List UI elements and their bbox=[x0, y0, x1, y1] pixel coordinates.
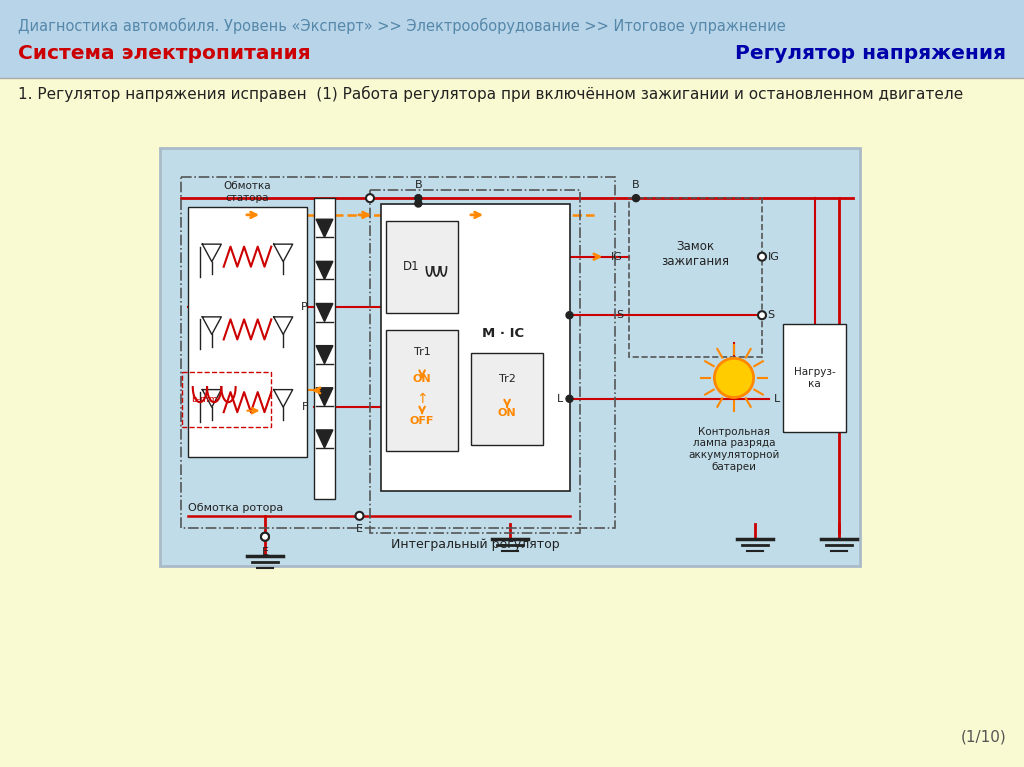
Text: M · IC: M · IC bbox=[482, 327, 524, 340]
Text: IG: IG bbox=[768, 252, 780, 262]
Bar bbox=[182, 372, 271, 427]
Polygon shape bbox=[316, 219, 333, 237]
Bar bbox=[386, 331, 458, 451]
Circle shape bbox=[566, 395, 573, 403]
Text: Нагруз-
ка: Нагруз- ка bbox=[794, 367, 836, 389]
Text: B: B bbox=[415, 180, 422, 190]
Text: (1/10): (1/10) bbox=[961, 730, 1006, 745]
Text: Интегральный регулятор: Интегральный регулятор bbox=[391, 538, 559, 551]
Text: ON: ON bbox=[498, 408, 516, 418]
Polygon shape bbox=[316, 304, 333, 321]
Text: ON: ON bbox=[413, 374, 431, 384]
Text: 1. Регулятор напряжения исправен  (1) Работа регулятора при включённом зажигании: 1. Регулятор напряжения исправен (1) Раб… bbox=[18, 86, 964, 102]
Bar bbox=[386, 221, 458, 313]
Text: P: P bbox=[301, 302, 308, 312]
Text: b-mm: b-mm bbox=[191, 395, 218, 404]
Circle shape bbox=[633, 195, 639, 201]
Circle shape bbox=[261, 533, 269, 541]
Text: B: B bbox=[632, 180, 640, 190]
Text: Обмотка ротора: Обмотка ротора bbox=[188, 503, 284, 513]
Bar bbox=[188, 206, 307, 457]
Circle shape bbox=[758, 252, 766, 261]
Text: S: S bbox=[767, 310, 774, 320]
Circle shape bbox=[715, 358, 754, 397]
Circle shape bbox=[416, 195, 421, 201]
Text: Контрольная
лампа разряда
аккумуляторной
батареи: Контрольная лампа разряда аккумуляторной… bbox=[688, 427, 779, 472]
Text: L: L bbox=[774, 393, 780, 403]
Polygon shape bbox=[316, 388, 333, 406]
Text: Tr1: Tr1 bbox=[414, 347, 430, 357]
Polygon shape bbox=[316, 262, 333, 279]
Bar bbox=[160, 148, 860, 566]
Circle shape bbox=[355, 512, 364, 520]
Text: S: S bbox=[615, 310, 623, 320]
Text: IG: IG bbox=[611, 252, 623, 262]
Circle shape bbox=[758, 311, 766, 319]
Polygon shape bbox=[316, 430, 333, 448]
Bar bbox=[471, 354, 543, 446]
Circle shape bbox=[415, 195, 422, 202]
Circle shape bbox=[366, 194, 374, 202]
Text: F: F bbox=[302, 402, 308, 412]
Bar bbox=[0, 0, 1024, 78]
Circle shape bbox=[566, 311, 573, 319]
Bar bbox=[783, 324, 846, 433]
Bar bbox=[181, 177, 615, 528]
Bar bbox=[314, 198, 335, 499]
Circle shape bbox=[415, 200, 422, 207]
Text: Регулятор напряжения: Регулятор напряжения bbox=[735, 44, 1006, 63]
Text: D1: D1 bbox=[403, 260, 420, 273]
Text: Обмотка
статора: Обмотка статора bbox=[223, 181, 271, 202]
Text: L: L bbox=[557, 393, 563, 403]
Text: Замок
зажигания: Замок зажигания bbox=[662, 240, 729, 268]
Text: OFF: OFF bbox=[410, 416, 434, 426]
Text: E: E bbox=[261, 547, 268, 557]
Text: E: E bbox=[356, 524, 362, 534]
Text: ↑: ↑ bbox=[417, 392, 428, 406]
Circle shape bbox=[633, 195, 640, 202]
Polygon shape bbox=[316, 346, 333, 364]
Text: Диагностика автомобиля. Уровень «Эксперт» >> Электрооборудование >> Итоговое упр: Диагностика автомобиля. Уровень «Эксперт… bbox=[18, 18, 785, 35]
Text: Система электропитания: Система электропитания bbox=[18, 44, 310, 63]
Bar bbox=[629, 198, 762, 357]
Text: Tr2: Tr2 bbox=[499, 374, 515, 384]
Bar bbox=[370, 189, 580, 532]
Bar bbox=[381, 203, 569, 492]
Circle shape bbox=[261, 533, 269, 541]
